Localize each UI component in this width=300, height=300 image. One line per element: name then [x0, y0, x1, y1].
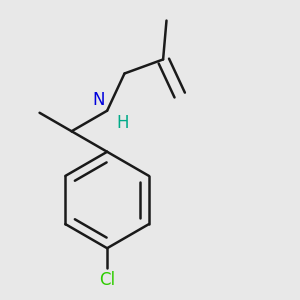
Text: Cl: Cl: [99, 271, 115, 289]
Text: H: H: [116, 114, 129, 132]
Text: N: N: [93, 91, 105, 109]
